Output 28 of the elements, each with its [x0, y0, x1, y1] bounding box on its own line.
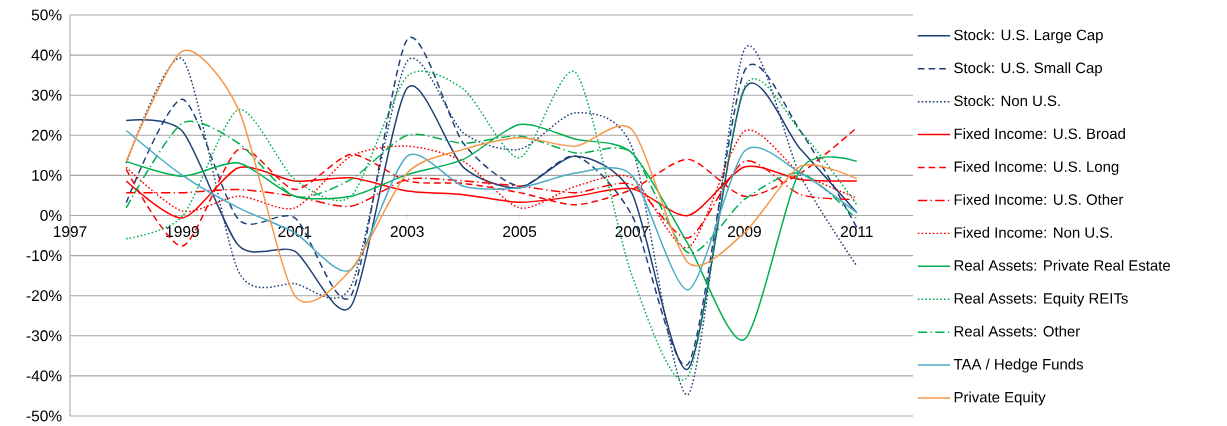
y-tick-label: -50% [26, 410, 62, 422]
y-tick-label: -30% [26, 330, 62, 342]
y-tick-label: 30% [31, 89, 62, 101]
legend-label: Real Assets: Equity REITs [954, 292, 1128, 307]
y-tick-label: 0% [40, 210, 62, 221]
legend-label: TAA / Hedge Funds [953, 358, 1083, 373]
x-tick-label: 2003 [390, 226, 424, 238]
y-tick-label: -10% [26, 250, 62, 262]
legend-label: Real Assets: Private Real Estate [954, 259, 1170, 271]
legend-label: Private Equity [954, 391, 1046, 406]
legend-label: Fixed Income: Non U.S. [954, 226, 1113, 238]
y-tick-label: 10% [32, 169, 62, 181]
x-tick-label: 2011 [840, 226, 873, 238]
legend-label: Real Assets: Other [954, 325, 1080, 337]
x-tick-label: 1999 [166, 226, 199, 238]
legend-label: Stock: U.S. Large Cap [954, 29, 1103, 44]
y-tick-label: 50% [31, 9, 62, 21]
y-tick-label: 40% [31, 49, 62, 61]
y-tick-label: 20% [31, 129, 62, 141]
legend-label: Fixed Income: U.S. Broad [954, 128, 1125, 140]
y-tick-label: -20% [26, 290, 62, 302]
x-tick-label: 1997 [53, 226, 87, 238]
legend-label: Fixed Income: U.S. Long [954, 161, 1119, 175]
legend-label: Fixed Income: U.S. Other [954, 193, 1124, 205]
x-tick-label: 2005 [503, 226, 537, 238]
legend-label: Stock: Non U.S. [954, 95, 1060, 107]
legend-label: Stock: U.S. Small Cap [954, 62, 1102, 77]
y-tick-label: -40% [26, 370, 62, 382]
